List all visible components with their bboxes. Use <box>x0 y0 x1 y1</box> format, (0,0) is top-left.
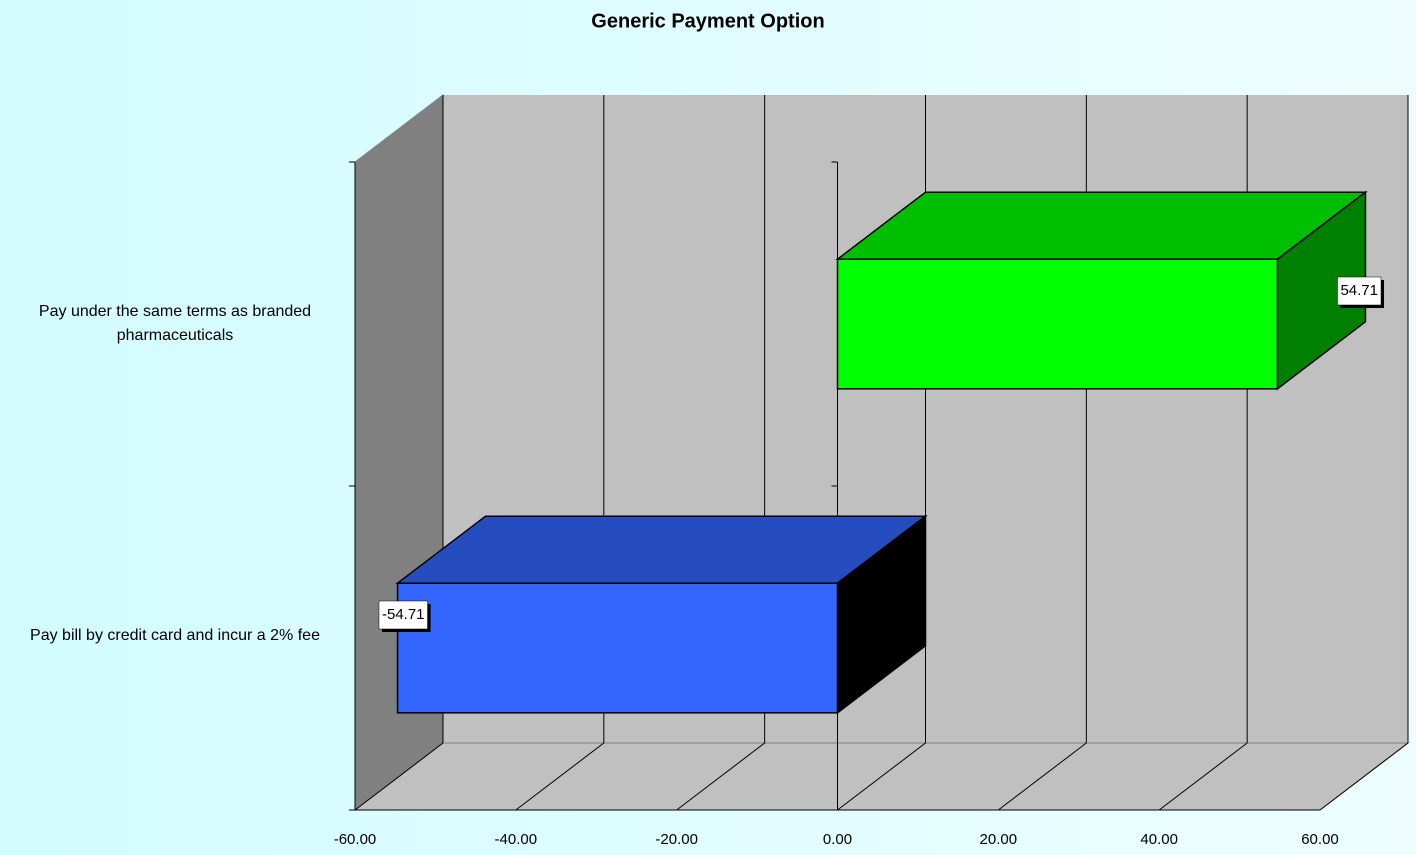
bar-top <box>835 191 1368 260</box>
floor-grid-line <box>837 742 926 811</box>
category-label: Pay bill by credit card and incur a 2% f… <box>30 627 320 644</box>
x-tick-label: 0.00 <box>823 831 852 848</box>
x-tick-label: 20.00 <box>980 831 1018 848</box>
bar-top <box>395 515 928 584</box>
floor-grid-line <box>1158 742 1248 811</box>
bar <box>396 582 839 714</box>
floor-grid-line <box>1319 742 1409 811</box>
value-label-box <box>378 600 428 630</box>
x-tick-label: -60.00 <box>334 831 377 848</box>
value-label: 54.71 <box>1340 282 1378 299</box>
x-tick-label: 60.00 <box>1301 831 1339 848</box>
floor-grid-line <box>676 742 765 811</box>
chart-title: Generic Payment Option <box>591 10 824 32</box>
floor-grid-line <box>354 742 444 811</box>
category-label: Pay under the same terms as branded phar… <box>38 303 312 344</box>
floor-grid-line <box>998 742 1087 811</box>
x-tick-label: 40.00 <box>1140 831 1178 848</box>
x-tick-label: -20.00 <box>655 831 698 848</box>
floor-grid-line <box>515 742 605 811</box>
x-tick-label: -40.00 <box>495 831 538 848</box>
value-label: -54.71 <box>382 606 425 623</box>
bar <box>836 258 1279 390</box>
value-label-box <box>1337 276 1382 306</box>
